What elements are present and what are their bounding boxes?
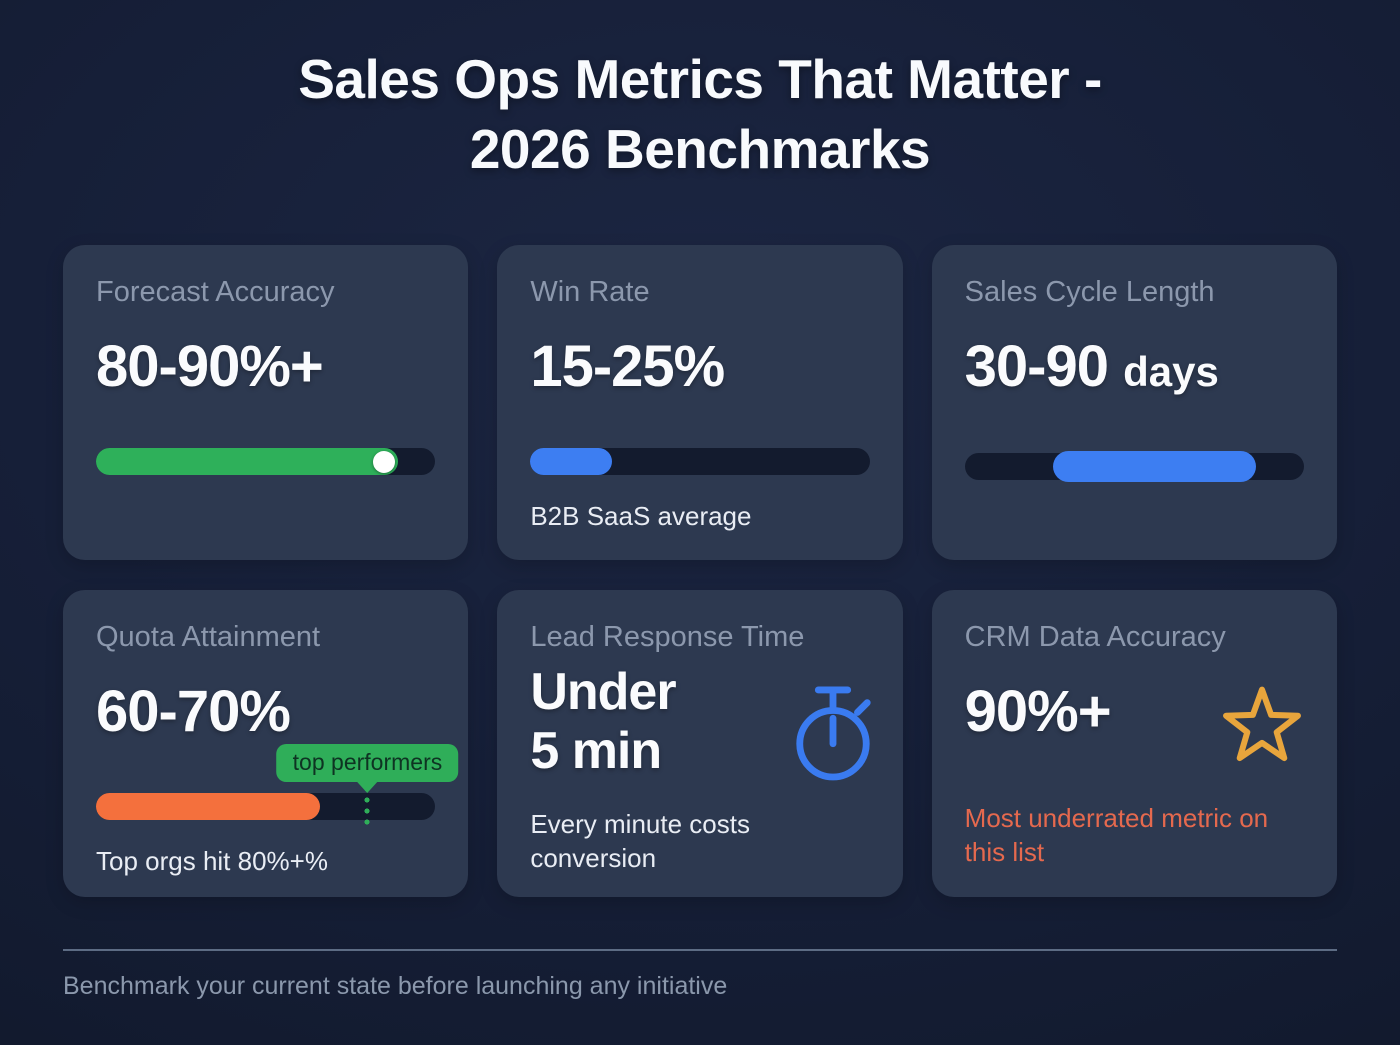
card-sales-cycle-length: Sales Cycle Length 30-90 days	[931, 245, 1337, 560]
bar-range-segment	[1052, 451, 1257, 482]
page-title-line1: Sales Ops Metrics That Matter -	[298, 48, 1102, 110]
metric-value: 15-25%	[530, 334, 725, 399]
metric-caption: Most underrated metric on this list	[964, 803, 1269, 867]
bar-track	[530, 448, 870, 475]
sales-cycle-range-bar	[964, 451, 1304, 482]
bar-fill	[96, 793, 320, 820]
metric-caption: Top orgs hit 80%+%	[96, 846, 328, 876]
metric-label: Quota Attainment	[96, 621, 321, 653]
metric-value: 80-90%+	[96, 334, 324, 399]
card-quota-attainment: Quota Attainment 60-70% top performers T…	[63, 590, 469, 897]
bar-track	[96, 793, 436, 820]
metric-value: Under 5 min	[530, 663, 869, 781]
top-performers-marker-line	[364, 784, 371, 830]
metric-value-line1: Under	[530, 663, 676, 721]
metric-value-unit: days	[1123, 348, 1219, 395]
forecast-accuracy-slider	[96, 448, 436, 475]
metric-label: Lead Response Time	[530, 621, 805, 653]
metric-label: Forecast Accuracy	[96, 276, 335, 308]
win-rate-progress	[530, 448, 870, 475]
footer-note: Benchmark your current state before laun…	[63, 972, 728, 1000]
metric-label: Sales Cycle Length	[964, 276, 1215, 308]
metric-caption: B2B SaaS average	[530, 501, 752, 531]
page-title: Sales Ops Metrics That Matter - 2026 Benc…	[0, 0, 1400, 184]
metric-value-number: 30-90	[964, 334, 1109, 399]
metric-value: 30-90 days	[965, 334, 1304, 405]
card-win-rate: Win Rate 15-25% B2B SaaS average	[497, 245, 903, 560]
footer: Benchmark your current state before laun…	[63, 949, 1337, 1001]
card-lead-response-time: Lead Response Time Under 5 min Every minu…	[497, 590, 903, 897]
metric-label: CRM Data Accuracy	[964, 621, 1226, 653]
bar-track	[964, 451, 1304, 482]
metric-value: 90%+	[964, 679, 1112, 744]
metric-label: Win Rate	[530, 276, 650, 308]
metrics-grid: Forecast Accuracy 80-90%+ Win Rate 15-25…	[63, 245, 1337, 897]
stopwatch-icon	[795, 686, 871, 781]
star-icon	[1223, 686, 1301, 762]
top-performers-badge: top performers	[276, 744, 459, 782]
footer-divider	[63, 949, 1337, 951]
bar-fill	[96, 448, 398, 475]
card-crm-data-accuracy: CRM Data Accuracy 90%+ Most underrated m…	[931, 590, 1337, 897]
bar-fill	[530, 448, 612, 475]
page-title-line2: 2026 Benchmarks	[469, 118, 931, 180]
quota-attainment-progress: top performers	[96, 744, 459, 830]
bar-track	[96, 448, 436, 475]
card-forecast-accuracy: Forecast Accuracy 80-90%+	[63, 245, 469, 560]
metric-value: 60-70%	[96, 679, 291, 744]
slider-knob-icon	[373, 450, 395, 473]
metric-value-line2: 5 min	[530, 722, 662, 780]
metric-caption: Every minute costs conversion	[530, 809, 750, 873]
